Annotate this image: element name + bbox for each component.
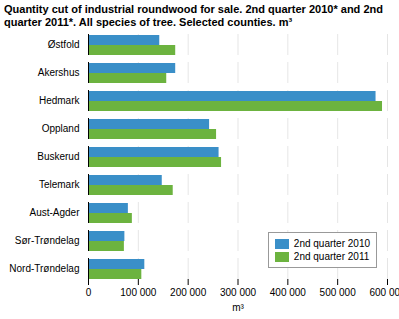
svg-text:Oppland: Oppland <box>42 123 80 134</box>
svg-text:400 000: 400 000 <box>270 287 307 298</box>
svg-text:m³: m³ <box>232 302 244 313</box>
svg-text:Akershus: Akershus <box>38 67 80 78</box>
svg-text:Østfold: Østfold <box>48 39 80 50</box>
svg-text:600 000: 600 000 <box>369 287 399 298</box>
svg-text:500 000: 500 000 <box>320 287 357 298</box>
svg-text:0: 0 <box>86 287 92 298</box>
svg-text:Hedmark: Hedmark <box>39 95 81 106</box>
svg-text:Aust-Agder: Aust-Agder <box>29 207 80 218</box>
svg-text:Nord-Trøndelag: Nord-Trøndelag <box>9 263 79 274</box>
svg-text:100 000: 100 000 <box>120 287 157 298</box>
svg-text:Buskerud: Buskerud <box>37 151 79 162</box>
svg-text:Telemark: Telemark <box>39 179 81 190</box>
svg-text:Sør-Trøndelag: Sør-Trøndelag <box>15 235 80 246</box>
html-text:2nd quarter 2010: 2nd quarter 2010 <box>293 238 370 249</box>
html-text:2nd quarter 2011: 2nd quarter 2011 <box>293 251 370 262</box>
svg-text:300 000: 300 000 <box>220 287 257 298</box>
svg-text:200 000: 200 000 <box>170 287 207 298</box>
html-text:Quantity cut of industrial rou: Quantity cut of industrial roundwood for… <box>4 3 383 28</box>
